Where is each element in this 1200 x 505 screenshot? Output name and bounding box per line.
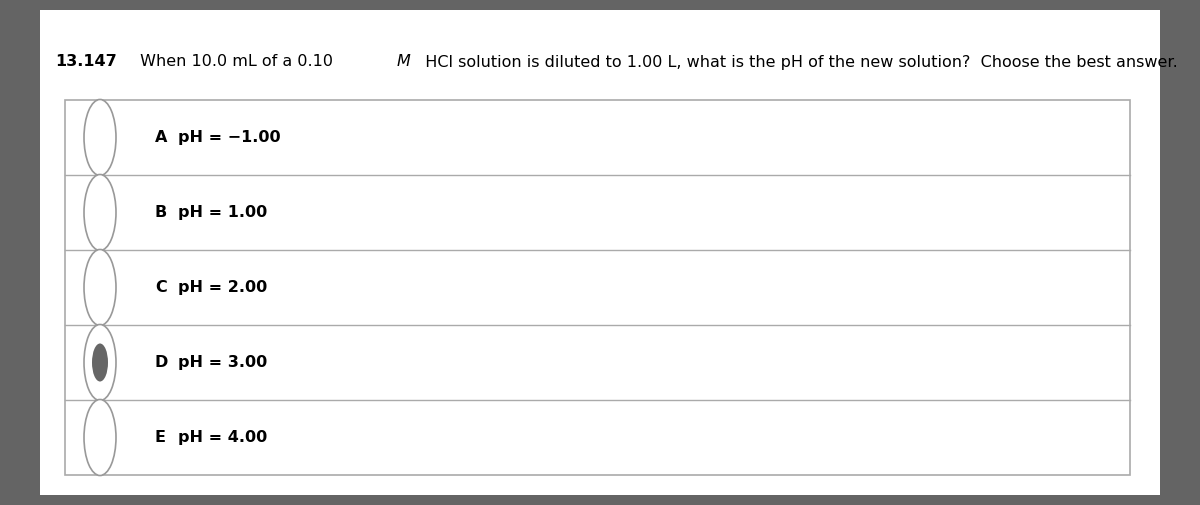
Text: A: A <box>155 130 167 145</box>
Text: M: M <box>397 55 410 70</box>
Text: pH = 1.00: pH = 1.00 <box>178 205 268 220</box>
Ellipse shape <box>84 175 116 250</box>
Text: D: D <box>155 355 168 370</box>
Ellipse shape <box>84 99 116 176</box>
Text: pH = 4.00: pH = 4.00 <box>178 430 268 445</box>
Text: When 10.0 mL of a 0.10: When 10.0 mL of a 0.10 <box>134 55 338 70</box>
Text: pH = 2.00: pH = 2.00 <box>178 280 268 295</box>
Text: C: C <box>155 280 167 295</box>
Text: pH = −1.00: pH = −1.00 <box>178 130 281 145</box>
Text: B: B <box>155 205 167 220</box>
Bar <box>65 100 1130 475</box>
Ellipse shape <box>92 343 108 381</box>
Text: E: E <box>155 430 166 445</box>
Text: 13.147: 13.147 <box>55 55 116 70</box>
Text: HCl solution is diluted to 1.00 L, what is the pH of the new solution?  Choose t: HCl solution is diluted to 1.00 L, what … <box>414 55 1177 70</box>
Ellipse shape <box>84 325 116 400</box>
Ellipse shape <box>84 399 116 476</box>
Text: pH = 3.00: pH = 3.00 <box>178 355 268 370</box>
Ellipse shape <box>84 249 116 326</box>
